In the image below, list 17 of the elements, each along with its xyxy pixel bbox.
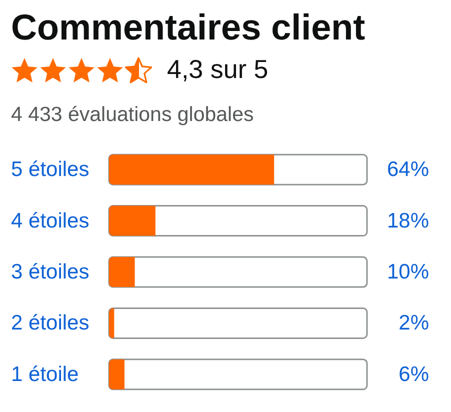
bar	[109, 257, 135, 287]
data-label: 6%	[398, 362, 429, 386]
data-label: 18%	[386, 209, 429, 232]
chart-subtitle: 4,3 sur 5	[167, 54, 268, 84]
bar	[109, 206, 156, 236]
y-tick-label: 2 étoiles	[11, 312, 90, 335]
data-label: 64%	[386, 158, 429, 182]
bar	[109, 308, 114, 338]
y-tick-label: 5 étoiles	[11, 158, 90, 182]
text: 4 433 évaluations globales	[11, 103, 254, 126]
y-tick-label: 4 étoiles	[11, 209, 90, 232]
chart-title: Commentaires client	[11, 6, 366, 48]
data-label: 10%	[386, 260, 429, 284]
y-tick-label: 1 étoile	[11, 362, 79, 386]
bar	[109, 359, 124, 390]
y-tick-label: 3 étoiles	[11, 260, 90, 284]
data-label: 2%	[398, 312, 429, 335]
